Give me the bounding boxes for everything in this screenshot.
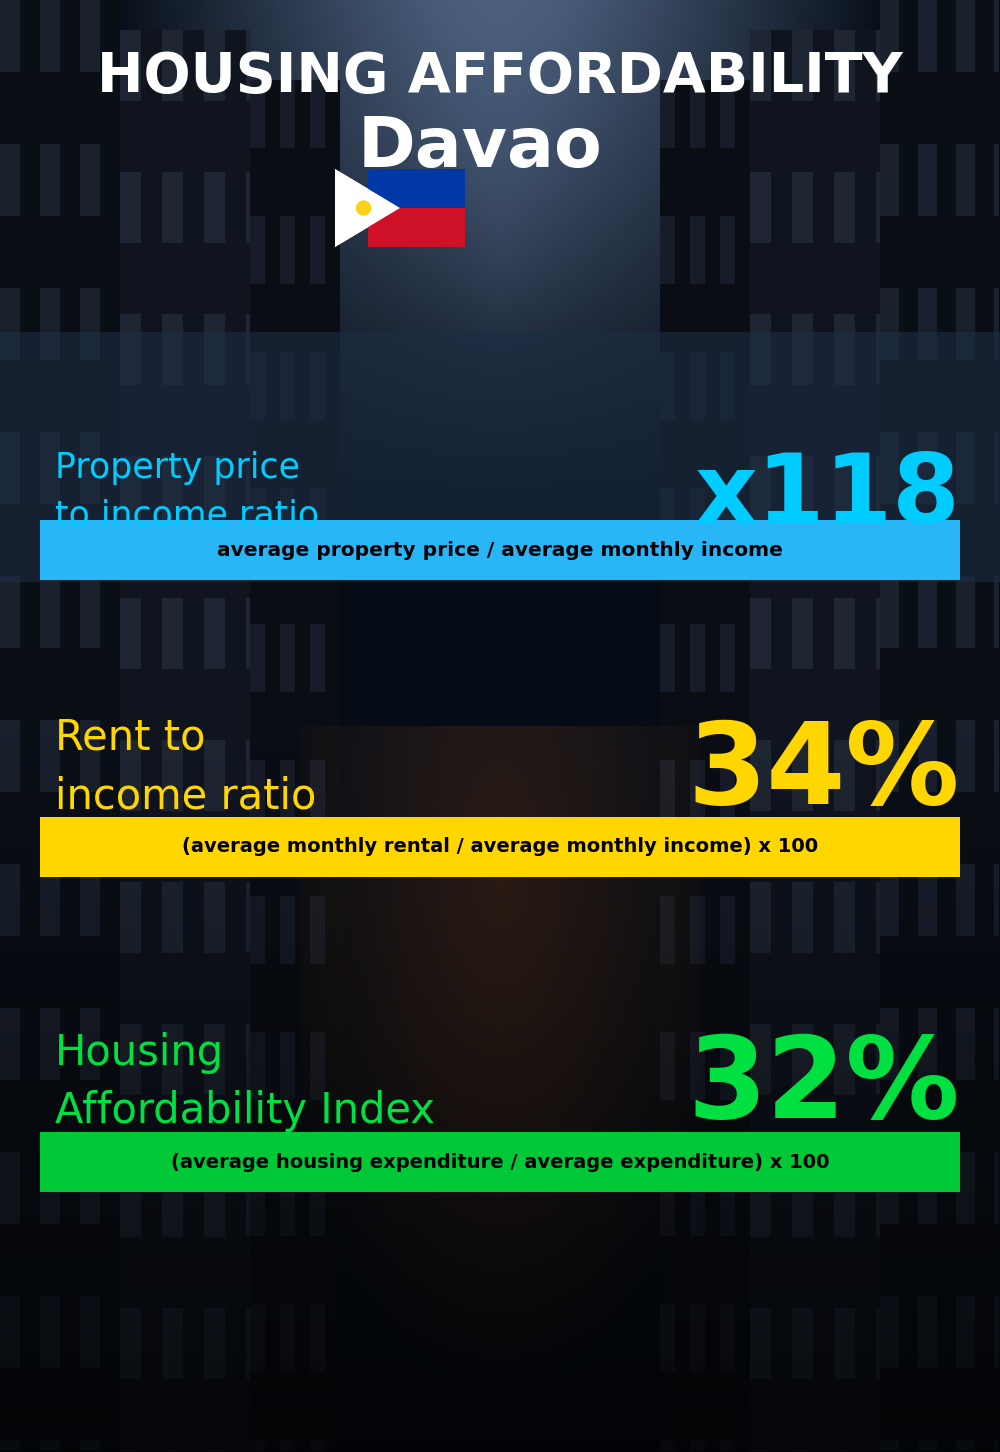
Text: (average monthly rental / average monthly income) x 100: (average monthly rental / average monthl… <box>182 838 818 857</box>
Polygon shape <box>335 168 400 247</box>
Polygon shape <box>335 168 400 247</box>
Text: HOUSING AFFORDABILITY: HOUSING AFFORDABILITY <box>97 49 903 105</box>
Text: Rent to
income ratio: Rent to income ratio <box>55 717 316 817</box>
Text: average property price / average monthly income: average property price / average monthly… <box>217 540 783 559</box>
FancyBboxPatch shape <box>368 208 465 247</box>
FancyBboxPatch shape <box>0 333 1000 582</box>
Text: 34%: 34% <box>688 716 960 828</box>
FancyBboxPatch shape <box>368 168 465 208</box>
Text: 32%: 32% <box>688 1031 960 1143</box>
FancyBboxPatch shape <box>40 817 960 877</box>
Circle shape <box>357 200 371 215</box>
Text: x118: x118 <box>694 450 960 543</box>
FancyBboxPatch shape <box>40 520 960 579</box>
FancyBboxPatch shape <box>40 1133 960 1192</box>
Text: Davao: Davao <box>358 113 602 180</box>
Text: Property price
to income ratio: Property price to income ratio <box>55 452 319 533</box>
Text: Housing
Affordability Index: Housing Affordability Index <box>55 1032 435 1133</box>
Text: (average housing expenditure / average expenditure) x 100: (average housing expenditure / average e… <box>171 1153 829 1172</box>
